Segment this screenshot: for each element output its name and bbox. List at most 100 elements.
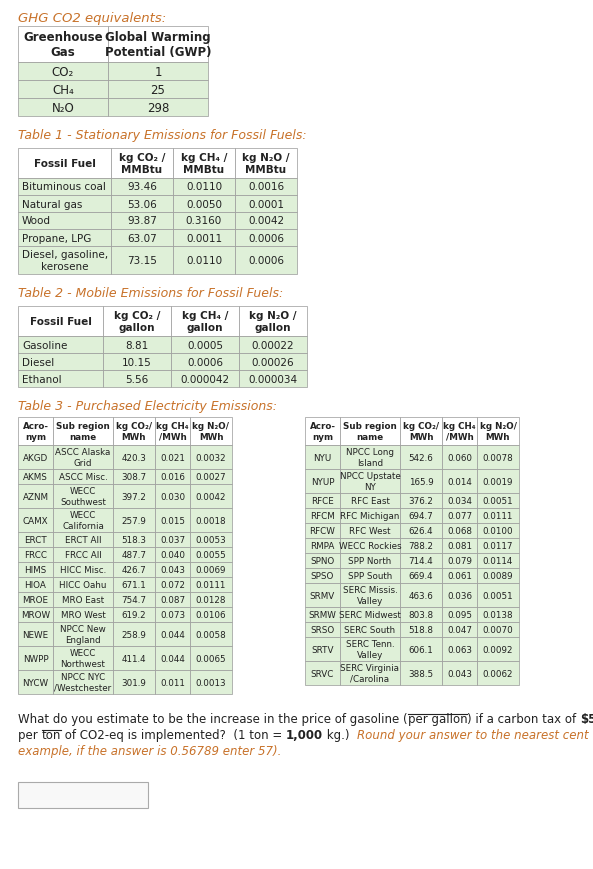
Text: 0.3160: 0.3160 <box>186 216 222 226</box>
Text: Sub region
name: Sub region name <box>343 421 397 441</box>
Text: Acro-
nym: Acro- nym <box>23 421 49 441</box>
Bar <box>108 63 208 81</box>
Bar <box>400 622 442 637</box>
Bar <box>340 637 400 661</box>
Text: MROE: MROE <box>23 595 49 604</box>
Text: 0.0128: 0.0128 <box>196 595 227 604</box>
Bar <box>477 554 519 568</box>
Text: 25: 25 <box>151 83 165 96</box>
Text: 0.0111: 0.0111 <box>483 512 513 521</box>
Bar <box>113 418 155 446</box>
Bar <box>155 562 190 577</box>
Text: 0.014: 0.014 <box>447 477 472 486</box>
Text: 0.0032: 0.0032 <box>196 453 227 462</box>
Text: NPCC Upstate
NY: NPCC Upstate NY <box>340 472 400 491</box>
Bar <box>18 446 53 469</box>
Bar <box>18 354 103 370</box>
Bar <box>18 27 108 63</box>
Text: 301.9: 301.9 <box>122 678 146 687</box>
Text: SRTV: SRTV <box>311 645 334 653</box>
Bar <box>477 494 519 508</box>
Bar <box>305 607 340 622</box>
Text: WECC Rockies: WECC Rockies <box>339 541 401 550</box>
Text: 0.068: 0.068 <box>447 527 472 535</box>
Text: 463.6: 463.6 <box>409 591 433 600</box>
Text: 0.0058: 0.0058 <box>196 630 227 639</box>
Text: 257.9: 257.9 <box>122 516 146 525</box>
Text: 0.044: 0.044 <box>160 653 185 663</box>
Bar <box>340 494 400 508</box>
Text: kg CO₂/
MWh: kg CO₂/ MWh <box>116 421 152 441</box>
Bar <box>305 446 340 469</box>
Text: NYUP: NYUP <box>311 477 334 486</box>
Text: SERC Tenn.
Valley: SERC Tenn. Valley <box>346 640 394 659</box>
Text: CH₄: CH₄ <box>52 83 74 96</box>
Text: Wood: Wood <box>22 216 51 226</box>
Text: 426.7: 426.7 <box>122 566 146 574</box>
Bar <box>190 418 232 446</box>
Bar <box>173 196 235 213</box>
Bar <box>442 607 477 622</box>
Text: Diesel, gasoline,
kerosene: Diesel, gasoline, kerosene <box>22 250 108 271</box>
Bar <box>155 607 190 622</box>
Bar <box>400 469 442 494</box>
Text: 0.077: 0.077 <box>447 512 472 521</box>
Text: 0.0001: 0.0001 <box>248 199 284 209</box>
Bar <box>111 229 173 247</box>
Text: CAMX: CAMX <box>23 516 48 525</box>
Bar <box>442 446 477 469</box>
Bar <box>305 418 340 446</box>
Text: 0.0027: 0.0027 <box>196 473 227 481</box>
Bar <box>111 196 173 213</box>
Text: 0.015: 0.015 <box>160 516 185 525</box>
Bar <box>477 637 519 661</box>
Bar <box>155 446 190 469</box>
Text: RFCE: RFCE <box>311 496 334 506</box>
Text: kg CH₄
/MWh: kg CH₄ /MWh <box>156 421 189 441</box>
Text: SPNO: SPNO <box>310 556 334 566</box>
Text: 694.7: 694.7 <box>409 512 433 521</box>
Text: Ethanol: Ethanol <box>22 375 62 384</box>
Text: RFC East: RFC East <box>350 496 390 506</box>
Bar <box>235 229 297 247</box>
Bar <box>235 149 297 179</box>
Bar <box>340 554 400 568</box>
Bar <box>442 583 477 607</box>
Text: Round your answer to the nearest cent (for: Round your answer to the nearest cent (f… <box>357 728 593 741</box>
Bar <box>477 583 519 607</box>
Text: kg N₂O/
MWh: kg N₂O/ MWh <box>193 421 229 441</box>
Bar <box>305 583 340 607</box>
Text: WECC
California: WECC California <box>62 511 104 530</box>
Text: 606.1: 606.1 <box>409 645 433 653</box>
Text: 0.079: 0.079 <box>447 556 472 566</box>
Text: kg N₂O /
gallon: kg N₂O / gallon <box>249 311 296 333</box>
Text: 0.0019: 0.0019 <box>483 477 514 486</box>
Bar <box>18 622 53 647</box>
Text: SRSO: SRSO <box>310 626 334 634</box>
Text: 308.7: 308.7 <box>122 473 146 481</box>
Text: 0.021: 0.021 <box>160 453 185 462</box>
Bar <box>400 508 442 523</box>
Bar <box>340 539 400 554</box>
Bar <box>305 469 340 494</box>
Bar <box>111 247 173 275</box>
Text: GHG CO2 equivalents:: GHG CO2 equivalents: <box>18 12 166 25</box>
Text: N₂O: N₂O <box>52 102 74 115</box>
Text: SRMV: SRMV <box>310 591 335 600</box>
Bar <box>113 469 155 485</box>
Bar <box>53 418 113 446</box>
Text: 0.072: 0.072 <box>160 580 185 589</box>
Text: Global Warming
Potential (GWP): Global Warming Potential (GWP) <box>105 31 211 59</box>
Text: Table 3 - Purchased Electricity Emissions:: Table 3 - Purchased Electricity Emission… <box>18 400 277 413</box>
Bar <box>340 523 400 539</box>
Bar <box>173 229 235 247</box>
Bar <box>400 583 442 607</box>
Bar <box>113 622 155 647</box>
Bar <box>190 547 232 562</box>
Text: Greenhouse
Gas: Greenhouse Gas <box>23 31 103 59</box>
Bar <box>111 213 173 229</box>
Text: 0.044: 0.044 <box>160 630 185 639</box>
Bar <box>190 508 232 533</box>
Text: 0.0050: 0.0050 <box>186 199 222 209</box>
Bar <box>113 593 155 607</box>
